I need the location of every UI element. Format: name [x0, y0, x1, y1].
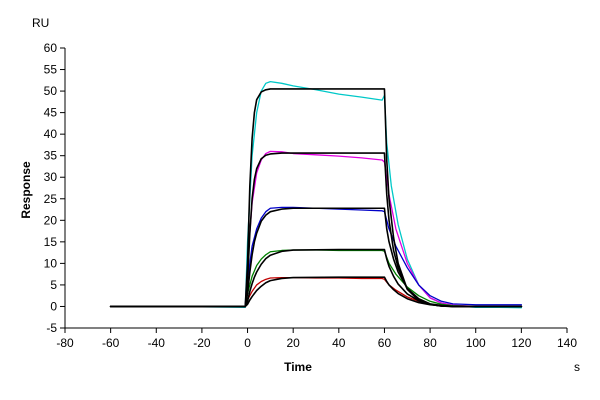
y-tick-label: 60 [44, 41, 58, 55]
y-axis-unit-label: RU [32, 16, 49, 30]
y-tick-label: -5 [46, 321, 57, 335]
x-axis-title: Time [284, 360, 312, 374]
fit-curve-8 [109, 248, 523, 308]
series-layer [109, 80, 523, 309]
y-tick-label: 0 [50, 299, 57, 313]
x-tick-label: 20 [287, 336, 301, 350]
x-tick-label: 120 [511, 336, 531, 350]
y-tick-label: 5 [50, 278, 57, 292]
y-tick-label: 55 [44, 63, 58, 77]
y-tick-label: 10 [44, 256, 58, 270]
x-tick-label: 60 [378, 336, 392, 350]
y-axis-title: Response [19, 161, 33, 219]
x-tick-label: 140 [557, 336, 577, 350]
axes-layer: -5 0 5 10 15 20 25 30 35 40 45 50 55 60 -80 -60 -40 -20 0 2… [44, 41, 578, 350]
x-tick-label: -20 [193, 336, 211, 350]
fit-curve-7 [109, 207, 523, 308]
y-tick-label: 35 [44, 149, 58, 163]
y-tick-label: 15 [44, 235, 58, 249]
y-tick-label: 30 [44, 170, 58, 184]
measured-curve-3 [109, 249, 523, 308]
x-tick-label: 40 [332, 336, 346, 350]
y-tick-label: 40 [44, 127, 58, 141]
y-tick-label: 25 [44, 192, 58, 206]
labels-layer: RU Response Time s [19, 16, 580, 374]
x-tick-label: 80 [423, 336, 437, 350]
measured-curve-1 [109, 150, 523, 308]
fit-curve-5 [109, 88, 523, 308]
x-tick-label: -80 [56, 336, 74, 350]
measured-curve-0 [109, 80, 523, 309]
x-tick-label: -60 [102, 336, 120, 350]
x-tick-label: 100 [466, 336, 486, 350]
x-tick-label: -40 [148, 336, 166, 350]
measured-curve-2 [109, 206, 523, 308]
x-tick-label: 0 [244, 336, 251, 350]
fit-curve-9 [109, 276, 523, 308]
y-tick-label: 50 [44, 84, 58, 98]
x-axis-unit-label: s [574, 360, 580, 374]
y-tick-label: 20 [44, 213, 58, 227]
y-tick-label: 45 [44, 106, 58, 120]
measured-curve-4 [109, 276, 523, 308]
fit-curve-6 [109, 152, 523, 308]
